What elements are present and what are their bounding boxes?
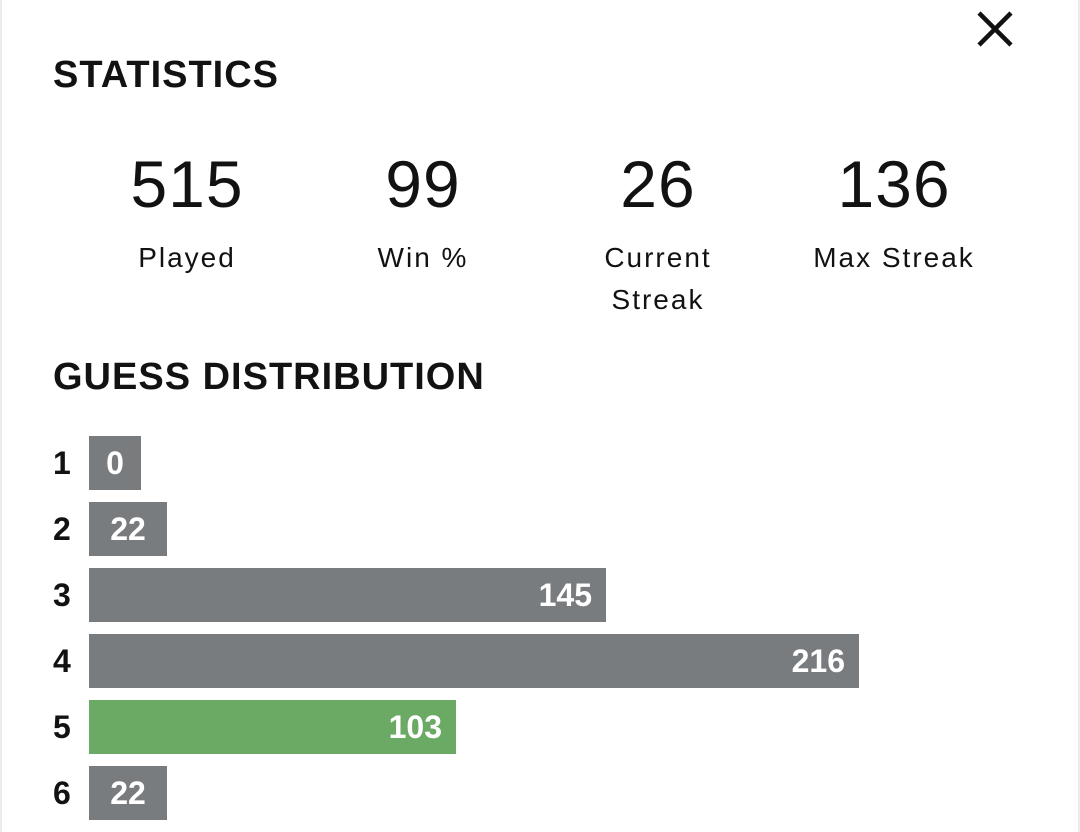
stat-label: Played bbox=[138, 242, 236, 273]
stat-current-streak: 26 Current Streak bbox=[540, 148, 776, 321]
distribution-bar: 0 bbox=[89, 436, 141, 490]
stat-label: Max Streak bbox=[813, 242, 975, 273]
distribution-bar: 22 bbox=[89, 766, 167, 820]
guess-number: 3 bbox=[53, 577, 71, 613]
stat-label: Win % bbox=[377, 242, 469, 273]
close-button[interactable] bbox=[974, 8, 1016, 50]
stat-value: 515 bbox=[130, 147, 244, 221]
distribution-bar: 145 bbox=[89, 568, 606, 622]
distribution-row: 2 22 bbox=[53, 502, 1043, 556]
close-icon bbox=[977, 11, 1013, 47]
distribution-row: 6 22 bbox=[53, 766, 1043, 820]
guess-distribution-heading: GUESS DISTRIBUTION bbox=[53, 356, 485, 398]
stat-played: 515 Played bbox=[69, 148, 305, 279]
guess-number: 5 bbox=[53, 709, 71, 745]
distribution-row: 1 0 bbox=[53, 436, 1043, 490]
stat-value: 99 bbox=[385, 147, 461, 221]
distribution-bar: 103 bbox=[89, 700, 456, 754]
guess-number: 2 bbox=[53, 511, 71, 547]
stat-label: Current Streak bbox=[604, 242, 712, 315]
stat-value: 136 bbox=[837, 147, 951, 221]
stat-win-percent: 99 Win % bbox=[305, 148, 541, 279]
distribution-row: 5 103 bbox=[53, 700, 1043, 754]
distribution-row: 3 145 bbox=[53, 568, 1043, 622]
guess-number: 6 bbox=[53, 775, 71, 811]
stat-value: 26 bbox=[620, 147, 696, 221]
distribution-row: 4 216 bbox=[53, 634, 1043, 688]
guess-distribution-chart: 1 0 2 22 3 145 4 216 5 103 6 22 bbox=[53, 436, 1043, 832]
guess-number: 4 bbox=[53, 643, 71, 679]
distribution-bar: 216 bbox=[89, 634, 859, 688]
stat-max-streak: 136 Max Streak bbox=[776, 148, 1012, 279]
distribution-bar: 22 bbox=[89, 502, 167, 556]
guess-number: 1 bbox=[53, 445, 71, 481]
statistics-heading: STATISTICS bbox=[53, 54, 280, 96]
